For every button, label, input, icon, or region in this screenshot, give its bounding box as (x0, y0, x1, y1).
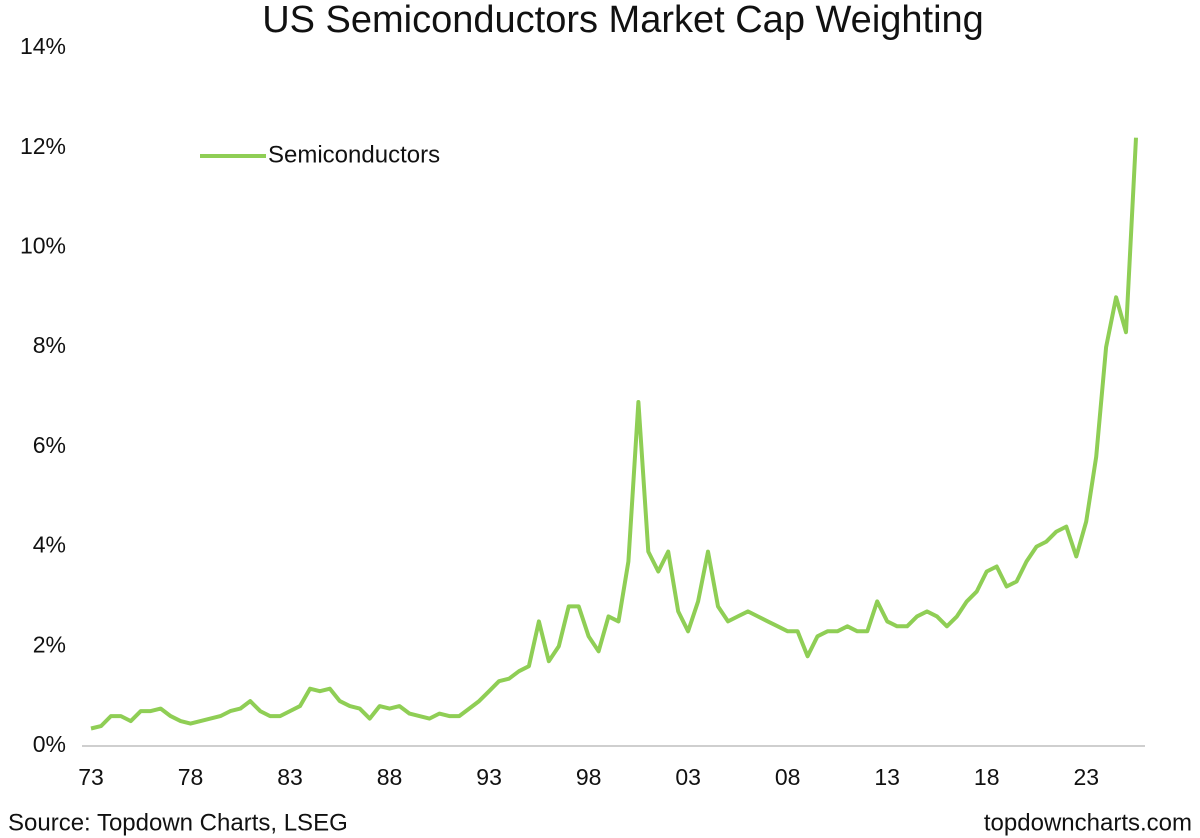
x-tick-label: 98 (576, 764, 602, 790)
y-tick-label: 2% (33, 631, 66, 657)
y-tick-label: 4% (33, 532, 66, 558)
data-line (90, 137, 1138, 731)
x-tick-label: 03 (675, 764, 701, 790)
legend-label: Semiconductors (268, 141, 440, 168)
x-tick-label: 73 (78, 764, 104, 790)
y-tick-label: 12% (20, 133, 66, 159)
x-tick-label: 83 (277, 764, 303, 790)
y-tick-label: 0% (33, 731, 66, 757)
x-tick-label: 18 (974, 764, 1000, 790)
y-tick-label: 8% (33, 332, 66, 358)
x-tick-label: 88 (377, 764, 403, 790)
x-tick-label: 08 (775, 764, 801, 790)
watermark: topdowncharts.com (984, 809, 1192, 836)
x-tick-label: 78 (178, 764, 204, 790)
x-tick-label: 13 (874, 764, 900, 790)
chart-title: US Semiconductors Market Cap Weighting (262, 0, 984, 41)
source-note: Source: Topdown Charts, LSEG (8, 809, 348, 836)
y-tick-label: 14% (20, 33, 66, 59)
y-tick-label: 10% (20, 233, 66, 259)
x-tick-label: 23 (1073, 764, 1099, 790)
x-tick-label: 93 (476, 764, 502, 790)
y-tick-label: 6% (33, 432, 66, 458)
